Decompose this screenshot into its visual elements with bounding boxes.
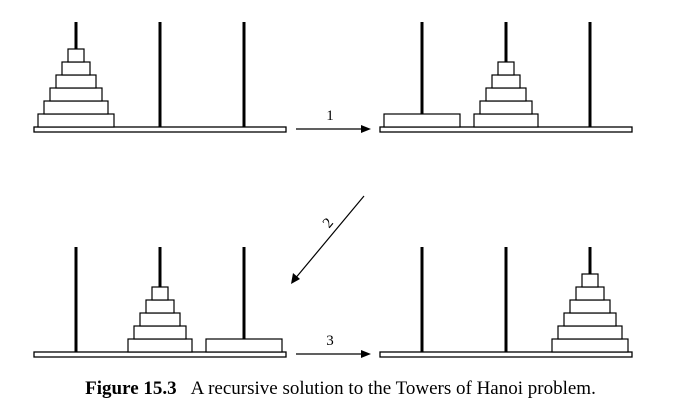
- step-arrow-2: 2: [291, 195, 365, 284]
- scene-after-step-2: [33, 247, 287, 358]
- step-arrow-1: 1: [296, 108, 371, 133]
- disk-3: [55, 74, 97, 89]
- base-board: [379, 351, 633, 358]
- disk-5: [557, 325, 623, 340]
- disk-stack-right: [551, 273, 629, 353]
- step-arrow-3: 3: [296, 333, 371, 358]
- base-board: [33, 126, 287, 133]
- disk-4: [479, 100, 533, 115]
- disk-5: [127, 338, 193, 353]
- disk-stack-middle: [473, 61, 539, 128]
- figure-caption: Figure 15.3 A recursive solution to the T…: [0, 378, 681, 400]
- base-board: [379, 126, 633, 133]
- disk-3: [569, 299, 611, 314]
- disk-1: [67, 48, 85, 63]
- disk-6: [383, 113, 461, 128]
- disk-6: [37, 113, 115, 128]
- step-label-2: 2: [320, 215, 337, 231]
- disk-6: [551, 338, 629, 353]
- disk-2: [491, 74, 521, 89]
- towers-of-hanoi-diagram: 1 2 3: [33, 22, 633, 358]
- scene-after-step-3: [379, 247, 633, 358]
- scene-after-step-1: [379, 22, 633, 133]
- step-label-3: 3: [326, 333, 334, 349]
- disk-4: [133, 325, 187, 340]
- disk-2: [61, 61, 91, 76]
- disk-5: [473, 113, 539, 128]
- caption-text: A recursive solution to the Towers of Ha…: [190, 378, 596, 399]
- disk-1: [497, 61, 515, 76]
- caption-label: Figure 15.3: [85, 378, 177, 399]
- disk-4: [49, 87, 103, 102]
- disk-3: [485, 87, 527, 102]
- scene-initial: [33, 22, 287, 133]
- disk-stack-left: [383, 113, 461, 128]
- disk-stack-right: [205, 338, 283, 353]
- disk-6: [205, 338, 283, 353]
- disk-2: [145, 299, 175, 314]
- disk-2: [575, 286, 605, 301]
- disk-5: [43, 100, 109, 115]
- disk-stack-middle: [127, 286, 193, 353]
- disk-stack-left: [37, 48, 115, 128]
- disk-4: [563, 312, 617, 327]
- base-board: [33, 351, 287, 358]
- disk-3: [139, 312, 181, 327]
- step-label-1: 1: [326, 108, 334, 124]
- disk-1: [151, 286, 169, 301]
- disk-1: [581, 273, 599, 288]
